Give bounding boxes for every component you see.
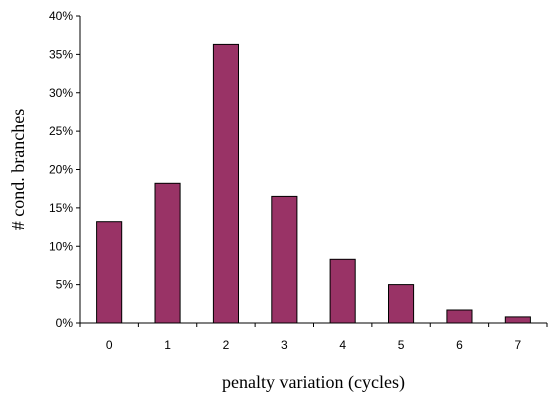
y-tick-label: 35% [49, 47, 73, 61]
bar-2 [212, 43, 239, 324]
bar-0 [96, 221, 123, 324]
y-tick-label: 0% [56, 316, 74, 330]
bars-group [96, 43, 531, 324]
y-tick-label: 25% [49, 124, 73, 138]
y-tick-label: 30% [49, 86, 73, 100]
x-tick-label: 4 [339, 338, 346, 352]
y-tick-label: 40% [49, 9, 73, 23]
bar-4 [329, 258, 356, 324]
bar-3 [271, 195, 298, 324]
x-tick-label: 6 [456, 338, 463, 352]
x-axis-title: penalty variation (cycles) [222, 372, 405, 393]
y-axis-ticks: 0% 5% 10% 15% 20% 25% 30% 35% 40% [49, 9, 80, 330]
y-tick-label: 20% [49, 163, 73, 177]
x-tick-label: 2 [223, 338, 230, 352]
x-tick-label: 1 [164, 338, 171, 352]
bar-1 [154, 182, 181, 324]
x-tick-label: 3 [281, 338, 288, 352]
x-axis-ticks: 0 1 2 3 4 5 6 7 [79, 323, 548, 352]
bar-7 [504, 316, 531, 324]
bar-5 [388, 284, 415, 324]
x-tick-label: 0 [106, 338, 113, 352]
x-tick-label: 5 [398, 338, 405, 352]
y-tick-label: 5% [56, 278, 74, 292]
y-axis-title: # cond. branches [8, 109, 28, 230]
y-tick-label: 10% [49, 239, 73, 253]
bar-6 [446, 309, 473, 324]
y-tick-label: 15% [49, 201, 73, 215]
x-tick-label: 7 [514, 338, 521, 352]
